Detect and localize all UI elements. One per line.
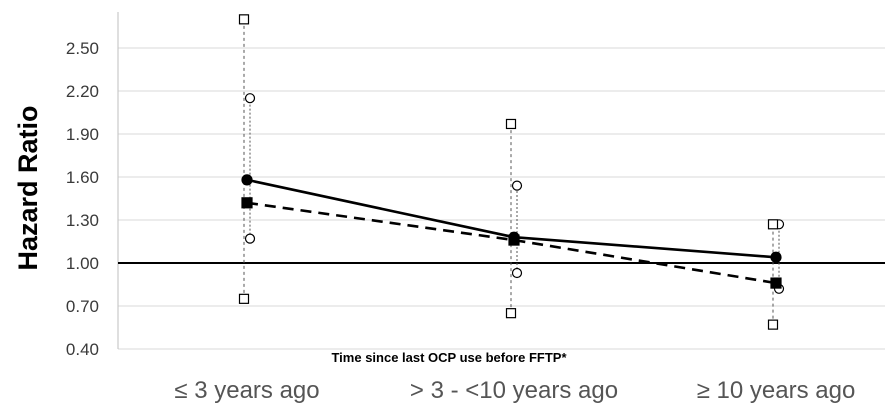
point-estimate-marker [241, 197, 253, 209]
y-tick-label: 1.90 [66, 125, 99, 144]
ci-upper-marker [767, 219, 779, 230]
x-tick-label: ≥ 10 years ago [697, 377, 856, 404]
x-axis-title: Time since last OCP use before FFTP* [331, 350, 567, 365]
ci-lower-marker [511, 267, 523, 279]
point-estimate-marker [241, 174, 253, 186]
y-tick-label: 0.70 [66, 297, 99, 316]
y-tick-labels: 0.40 0.70 1.00 1.30 1.60 1.90 2.20 2.50 [66, 39, 99, 359]
point-estimate-marker [770, 251, 782, 263]
series-markers [238, 14, 785, 330]
series-lines [246, 178, 777, 285]
ci-upper-marker [238, 14, 250, 25]
ci-lower-marker [244, 233, 256, 244]
y-axis-label: Hazard Ratio [13, 105, 43, 270]
point-estimate-marker [508, 234, 520, 246]
point-estimate-marker [770, 277, 782, 289]
y-tick-label: 1.30 [66, 211, 99, 230]
ci-upper-marker [505, 118, 517, 130]
y-tick-label: 0.40 [66, 340, 99, 359]
y-tick-label: 2.50 [66, 39, 99, 58]
y-tick-label: 1.60 [66, 168, 99, 187]
x-tick-label: > 3 - <10 years ago [410, 377, 618, 404]
gridlines [118, 47, 885, 350]
ci-lower-marker [505, 308, 517, 319]
ci-upper-marker [511, 180, 523, 191]
x-tick-labels: ≤ 3 years ago > 3 - <10 years ago ≥ 10 yea… [174, 377, 855, 404]
y-tick-label: 2.20 [66, 82, 99, 101]
y-tick-label: 1.00 [66, 254, 99, 273]
ci-lower-marker [238, 293, 250, 304]
confidence-intervals [243, 19, 780, 325]
ci-upper-marker [244, 93, 256, 104]
x-tick-label: ≤ 3 years ago [174, 377, 319, 404]
ci-lower-marker [767, 319, 779, 330]
